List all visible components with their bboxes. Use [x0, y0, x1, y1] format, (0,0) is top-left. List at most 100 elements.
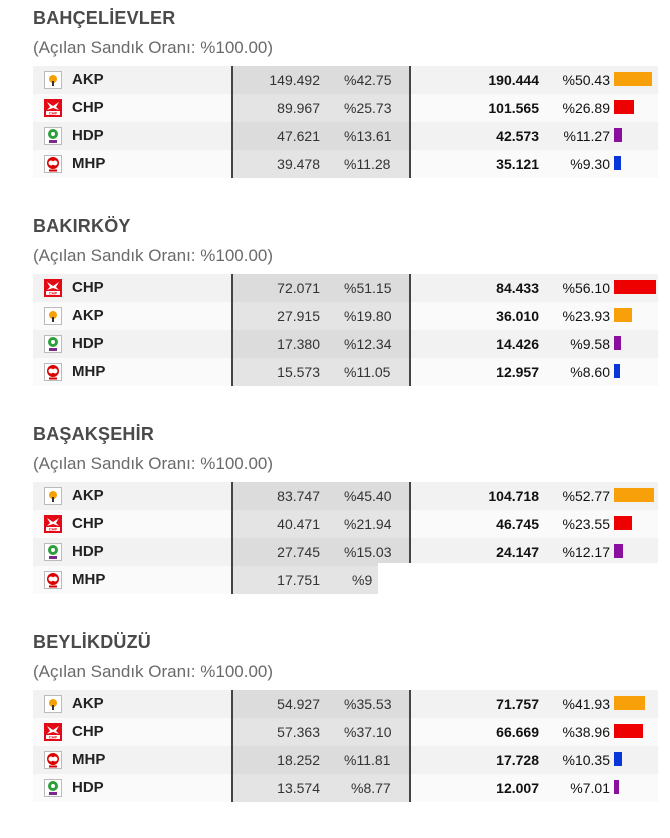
previous-result-cell: 72.071 %51.15 — [231, 274, 411, 302]
current-percent: %26.89 — [562, 100, 610, 116]
previous-percent: %45.40 — [344, 488, 392, 504]
table-row: MHP 15.573 %11.05 12.957 %8.60 — [33, 358, 658, 386]
previous-percent: %37.10 — [344, 724, 392, 740]
previous-percent: %51.15 — [344, 280, 392, 296]
table-row: CHP CHP 89.967 %25.73 101.565 %26.89 — [33, 94, 658, 122]
column-divider — [231, 690, 233, 802]
current-votes: 66.669 — [496, 724, 539, 740]
previous-percent: %19.80 — [344, 308, 392, 324]
party-cell: HDP — [33, 330, 231, 358]
akp-logo-icon — [44, 307, 62, 325]
chp-logo-icon: CHP — [44, 515, 62, 533]
previous-votes: 47.621 — [277, 128, 320, 144]
current-result-cell: 104.718 %52.77 — [411, 482, 658, 510]
previous-votes: 27.745 — [277, 544, 320, 560]
previous-percent: %25.73 — [344, 100, 392, 116]
district-section: BAKIRKÖY (Açılan Sandık Oranı: %100.00) CH… — [0, 216, 670, 416]
svg-text:CHP: CHP — [49, 527, 58, 532]
current-percent: %9.58 — [570, 336, 610, 352]
akp-logo-icon — [44, 695, 62, 713]
blank-panel — [378, 563, 661, 634]
column-divider — [409, 274, 411, 386]
hdp-logo-icon — [44, 779, 62, 797]
previous-votes: 149.492 — [269, 72, 320, 88]
party-cell: CHP CHP — [33, 94, 231, 122]
previous-votes: 40.471 — [277, 516, 320, 532]
current-percent: %50.43 — [562, 72, 610, 88]
results-table: CHP CHP 72.071 %51.15 84.433 %56.10 AKP 27.915%… — [33, 274, 658, 386]
column-divider — [409, 690, 411, 802]
party-cell: HDP — [33, 774, 231, 802]
current-votes: 46.745 — [496, 516, 539, 532]
vote-share-bar — [614, 516, 632, 530]
party-name: CHP — [72, 515, 104, 532]
table-row: HDP 17.380 %12.34 14.426 %9.58 — [33, 330, 658, 358]
svg-text:CHP: CHP — [49, 291, 58, 296]
vote-share-bar — [614, 780, 619, 794]
current-percent: %9.30 — [570, 156, 610, 172]
previous-percent: %12.34 — [344, 336, 392, 352]
current-percent: %7.01 — [570, 780, 610, 796]
party-cell: AKP — [33, 302, 231, 330]
vote-share-bar — [614, 364, 620, 378]
previous-votes: 27.915 — [277, 308, 320, 324]
previous-percent: %11.05 — [344, 364, 391, 380]
column-divider — [231, 482, 233, 594]
ballot-box-ratio: (Açılan Sandık Oranı: %100.00) — [33, 38, 274, 57]
table-row: CHP CHP 72.071 %51.15 84.433 %56.10 — [33, 274, 658, 302]
previous-result-cell: 27.915 %19.80 — [231, 302, 411, 330]
district-name: BAŞAKŞEHİR — [33, 424, 155, 444]
current-result-cell: 35.121 %9.30 — [411, 150, 658, 178]
current-percent: %38.96 — [562, 724, 610, 740]
party-name: HDP — [72, 127, 104, 144]
party-cell: AKP — [33, 66, 231, 94]
ballot-box-ratio: (Açılan Sandık Oranı: %100.00) — [33, 454, 274, 473]
current-result-cell: 36.010 %23.93 — [411, 302, 658, 330]
previous-result-cell: 39.478 %11.28 — [231, 150, 411, 178]
ballot-box-ratio: (Açılan Sandık Oranı: %100.00) — [33, 662, 274, 681]
current-votes: 84.433 — [496, 280, 539, 296]
column-divider — [231, 66, 233, 178]
current-result-cell: 190.444 %50.43 — [411, 66, 658, 94]
party-name: MHP — [72, 155, 106, 172]
table-row: CHP CHP 40.471 %21.94 46.745 %23.55 — [33, 510, 658, 538]
current-result-cell: 46.745 %23.55 — [411, 510, 658, 538]
vote-share-bar — [614, 752, 622, 766]
current-votes: 12.007 — [496, 780, 539, 796]
current-percent: %23.93 — [562, 308, 610, 324]
party-cell: MHP — [33, 358, 231, 386]
party-name: CHP — [72, 279, 104, 296]
table-row: AKP 27.915 %19.80 36.010 %23.93 — [33, 302, 658, 330]
previous-votes: 18.252 — [277, 752, 320, 768]
previous-votes: 57.363 — [277, 724, 320, 740]
svg-text:CHP: CHP — [49, 111, 58, 116]
party-cell: MHP — [33, 746, 231, 774]
current-votes: 42.573 — [496, 128, 539, 144]
vote-share-bar — [614, 488, 654, 502]
party-cell: AKP — [33, 690, 231, 718]
party-cell: HDP — [33, 122, 231, 150]
party-name: AKP — [72, 71, 104, 88]
table-row: HDP 27.745 %15.03 24.147 %12.17 — [33, 538, 658, 566]
previous-result-cell: 83.747 %45.40 — [231, 482, 411, 510]
mhp-logo-icon — [44, 155, 62, 173]
table-row: HDP 47.621 %13.61 42.573 %11.27 — [33, 122, 658, 150]
party-cell: CHP CHP — [33, 510, 231, 538]
previous-result-cell: 13.574 %8.77 — [231, 774, 411, 802]
table-row: MHP 39.478 %11.28 35.121 %9.30 — [33, 150, 658, 178]
vote-share-bar — [614, 336, 621, 350]
previous-votes: 17.751 — [277, 572, 320, 588]
party-name: HDP — [72, 335, 104, 352]
current-percent: %52.77 — [562, 488, 610, 504]
table-row: MHP 18.252 %11.81 17.728 %10.35 — [33, 746, 658, 774]
party-cell: MHP — [33, 566, 231, 594]
previous-result-cell: 149.492 %42.75 — [231, 66, 411, 94]
previous-percent: %42.75 — [344, 72, 392, 88]
blank-panel — [530, 188, 664, 230]
table-row: AKP 149.492 %42.75 190.444 %50.43 — [33, 66, 658, 94]
current-result-cell: 14.426 %9.58 — [411, 330, 658, 358]
previous-votes: 54.927 — [277, 696, 320, 712]
vote-share-bar — [614, 156, 621, 170]
vote-share-bar — [614, 544, 623, 558]
party-cell: AKP — [33, 482, 231, 510]
